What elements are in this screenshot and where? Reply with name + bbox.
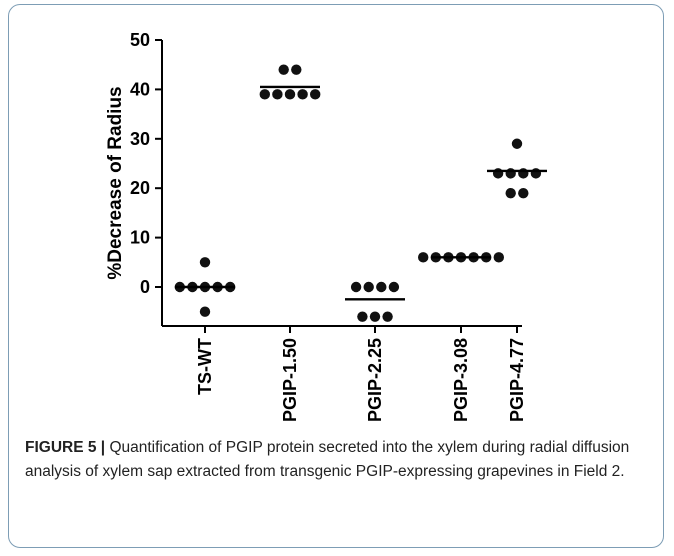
data-point [350, 281, 362, 293]
y-tick-label: 50 [130, 30, 150, 50]
data-point [518, 187, 529, 199]
y-tick-label: 40 [130, 79, 150, 99]
data-point [297, 89, 308, 100]
data-point [363, 281, 374, 293]
y-axis-label: %Decrease of Radius [105, 86, 126, 279]
data-point [418, 252, 429, 263]
data-point [291, 64, 302, 75]
data-point [382, 311, 393, 322]
data-point [284, 89, 296, 100]
data-point [272, 89, 283, 100]
data-point [199, 306, 211, 317]
x-tick-label: TS-WT [195, 338, 215, 395]
y-tick-label: 20 [130, 178, 150, 198]
data-point [493, 252, 504, 263]
data-point [310, 89, 321, 100]
figure-caption-text: Quantification of PGIP protein secreted … [25, 439, 630, 480]
x-tick-label: PGIP-3.08 [451, 338, 471, 422]
data-point [369, 311, 381, 322]
scatter-chart: 0 10 20 30 40 50 %Decrease of Radius TS-WT PGIP-… [105, 30, 547, 422]
figure-caption: FIGURE 5 | Quantification of PGIP protei… [25, 436, 650, 484]
data-point [357, 311, 368, 322]
data-point [511, 138, 523, 149]
y-tick-label: 30 [130, 129, 150, 149]
figure-frame [8, 4, 664, 548]
data-point [388, 281, 400, 293]
x-tick-label: PGIP-4.77 [507, 338, 527, 422]
y-tick-label: 10 [130, 228, 150, 248]
y-tick-label: 0 [140, 277, 150, 297]
chart-marks [174, 64, 547, 322]
data-point [259, 89, 270, 100]
x-tick-label: PGIP-2.25 [365, 338, 385, 422]
data-point [278, 64, 289, 75]
chart-axes: 0 10 20 30 40 50 %Decrease of Radius TS-WT PGIP-… [105, 30, 527, 422]
data-point [376, 281, 387, 293]
data-point [199, 257, 211, 268]
x-tick-label: PGIP-1.50 [280, 338, 300, 422]
figure-label: FIGURE 5 | [25, 439, 106, 456]
data-point [505, 187, 516, 199]
